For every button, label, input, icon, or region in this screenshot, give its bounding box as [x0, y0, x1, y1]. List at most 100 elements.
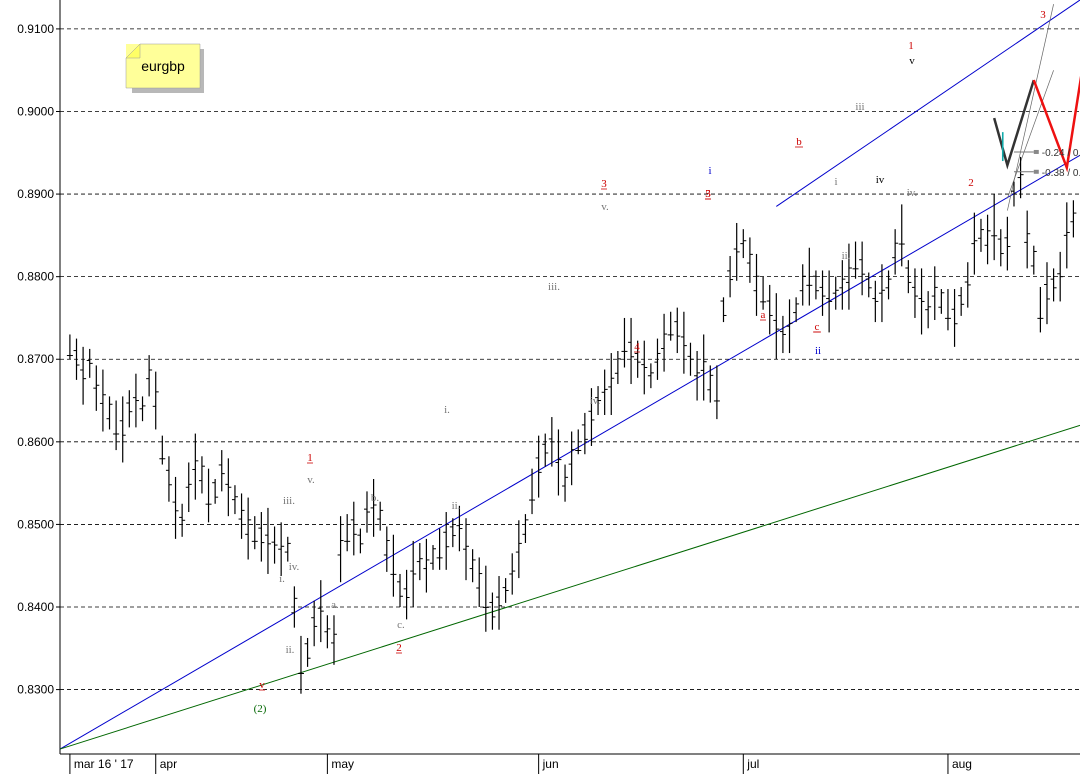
- price-bar: [291, 586, 298, 628]
- fib-marker: [1033, 149, 1039, 154]
- price-bar: [502, 578, 509, 603]
- wave-label: i: [708, 165, 711, 177]
- y-tick-label: 0.8600: [17, 435, 54, 449]
- price-bar: [1050, 268, 1057, 302]
- wave-label: iii.: [548, 281, 560, 293]
- price-bar: [489, 592, 496, 630]
- fib-levels: -0.24 / 0.8951 -0.38 / 0.8927: [1013, 148, 1080, 179]
- price-bar: [73, 338, 80, 380]
- price-bar: [667, 311, 674, 341]
- wave-label: 1: [307, 452, 313, 464]
- price-bar: [436, 528, 443, 570]
- price-bar: [1024, 210, 1031, 269]
- wave-label: 4: [634, 341, 640, 353]
- price-bar: [595, 386, 602, 415]
- y-tick-label: 0.9100: [17, 22, 54, 36]
- wave-label: ii.: [842, 250, 851, 262]
- price-bar: [647, 363, 654, 389]
- price-bar: [416, 542, 423, 581]
- price-bar: [456, 505, 463, 552]
- symbol-note: eurgbp: [125, 43, 204, 93]
- wave-label: v.: [307, 474, 315, 486]
- y-tick-label: 0.8900: [17, 187, 54, 201]
- wave-label: iv.: [907, 187, 918, 199]
- wave-labels: (2)v123345abc123iiiiii.i.ii.iv.v.a.b.c.i…: [254, 9, 1047, 715]
- wave-label: 3: [1040, 9, 1046, 21]
- price-bar: [86, 348, 93, 378]
- wave-label: 2: [968, 177, 974, 189]
- price-bar: [892, 229, 899, 275]
- price-bar: [1057, 251, 1064, 302]
- price-bar: [390, 534, 397, 597]
- price-bar: [172, 476, 179, 539]
- price-bar: [271, 526, 278, 564]
- price-bar: [727, 256, 734, 298]
- price-bar: [205, 468, 212, 523]
- price-bar: [740, 229, 747, 259]
- price-bar: [793, 297, 800, 323]
- price-bar: [694, 350, 701, 401]
- price-bar: [852, 241, 859, 279]
- wave-label: iv.: [289, 561, 300, 573]
- price-bar: [707, 365, 714, 403]
- price-bar: [66, 334, 73, 360]
- price-bar: [159, 435, 166, 465]
- price-bar: [449, 518, 456, 548]
- price-bar: [1043, 262, 1050, 325]
- price-bar: [179, 503, 186, 537]
- price-bar: [317, 580, 324, 643]
- price-bar: [225, 458, 232, 517]
- wave-label: c: [815, 321, 820, 333]
- price-bar: [496, 576, 503, 630]
- price-bar: [779, 315, 786, 354]
- y-axis: 0.8300 0.8400 0.8500 0.8600 0.8700 0.8800 0.89…: [17, 0, 61, 754]
- price-bar: [1063, 202, 1070, 269]
- price-bar: [515, 520, 522, 579]
- wave-label: i.: [444, 404, 450, 416]
- price-bar: [911, 268, 918, 318]
- wave-label: 3: [601, 178, 607, 190]
- note-fold: [125, 43, 141, 59]
- wave-label: v: [259, 679, 265, 691]
- price-bar: [357, 528, 364, 554]
- price-bar: [198, 456, 205, 494]
- price-bar: [568, 431, 575, 486]
- x-tick-label: aug: [952, 757, 972, 771]
- wave-label: b.: [371, 492, 380, 504]
- price-bar: [238, 493, 245, 539]
- price-bar: [760, 276, 767, 310]
- price-bar: [720, 297, 727, 323]
- price-bar: [212, 478, 219, 504]
- price-bar: [311, 600, 318, 647]
- price-bar: [482, 565, 489, 632]
- price-bar: [753, 253, 760, 316]
- price-bar: [581, 412, 588, 455]
- price-bar: [859, 241, 866, 296]
- wave-label: 1: [908, 40, 914, 52]
- price-bar: [1070, 200, 1077, 238]
- price-bar: [812, 270, 819, 300]
- price-bar: [641, 340, 648, 395]
- price-bar: [363, 491, 370, 533]
- price-bar: [746, 237, 753, 283]
- price-bar: [614, 350, 621, 385]
- price-bar: [555, 429, 562, 496]
- wave-label: 2: [396, 642, 402, 654]
- x-tick-label: jul: [746, 757, 759, 771]
- x-tick-label: mar 16 ' 17: [74, 757, 134, 771]
- price-bar: [377, 501, 384, 531]
- price-bar: [832, 276, 839, 310]
- price-bar: [397, 573, 403, 607]
- trend-lines: [59, 0, 1080, 750]
- y-tick-label: 0.8400: [17, 600, 54, 614]
- fib-label: -0.24 / 0.8951: [1042, 148, 1080, 159]
- y-tick-label: 0.8800: [17, 270, 54, 284]
- price-bar: [839, 260, 846, 310]
- wave-label: ii.: [452, 500, 461, 512]
- wave-label: i: [834, 176, 837, 188]
- price-bar: [700, 334, 707, 401]
- price-bar: [733, 222, 740, 281]
- price-bar: [245, 497, 252, 560]
- price-bar: [146, 355, 153, 397]
